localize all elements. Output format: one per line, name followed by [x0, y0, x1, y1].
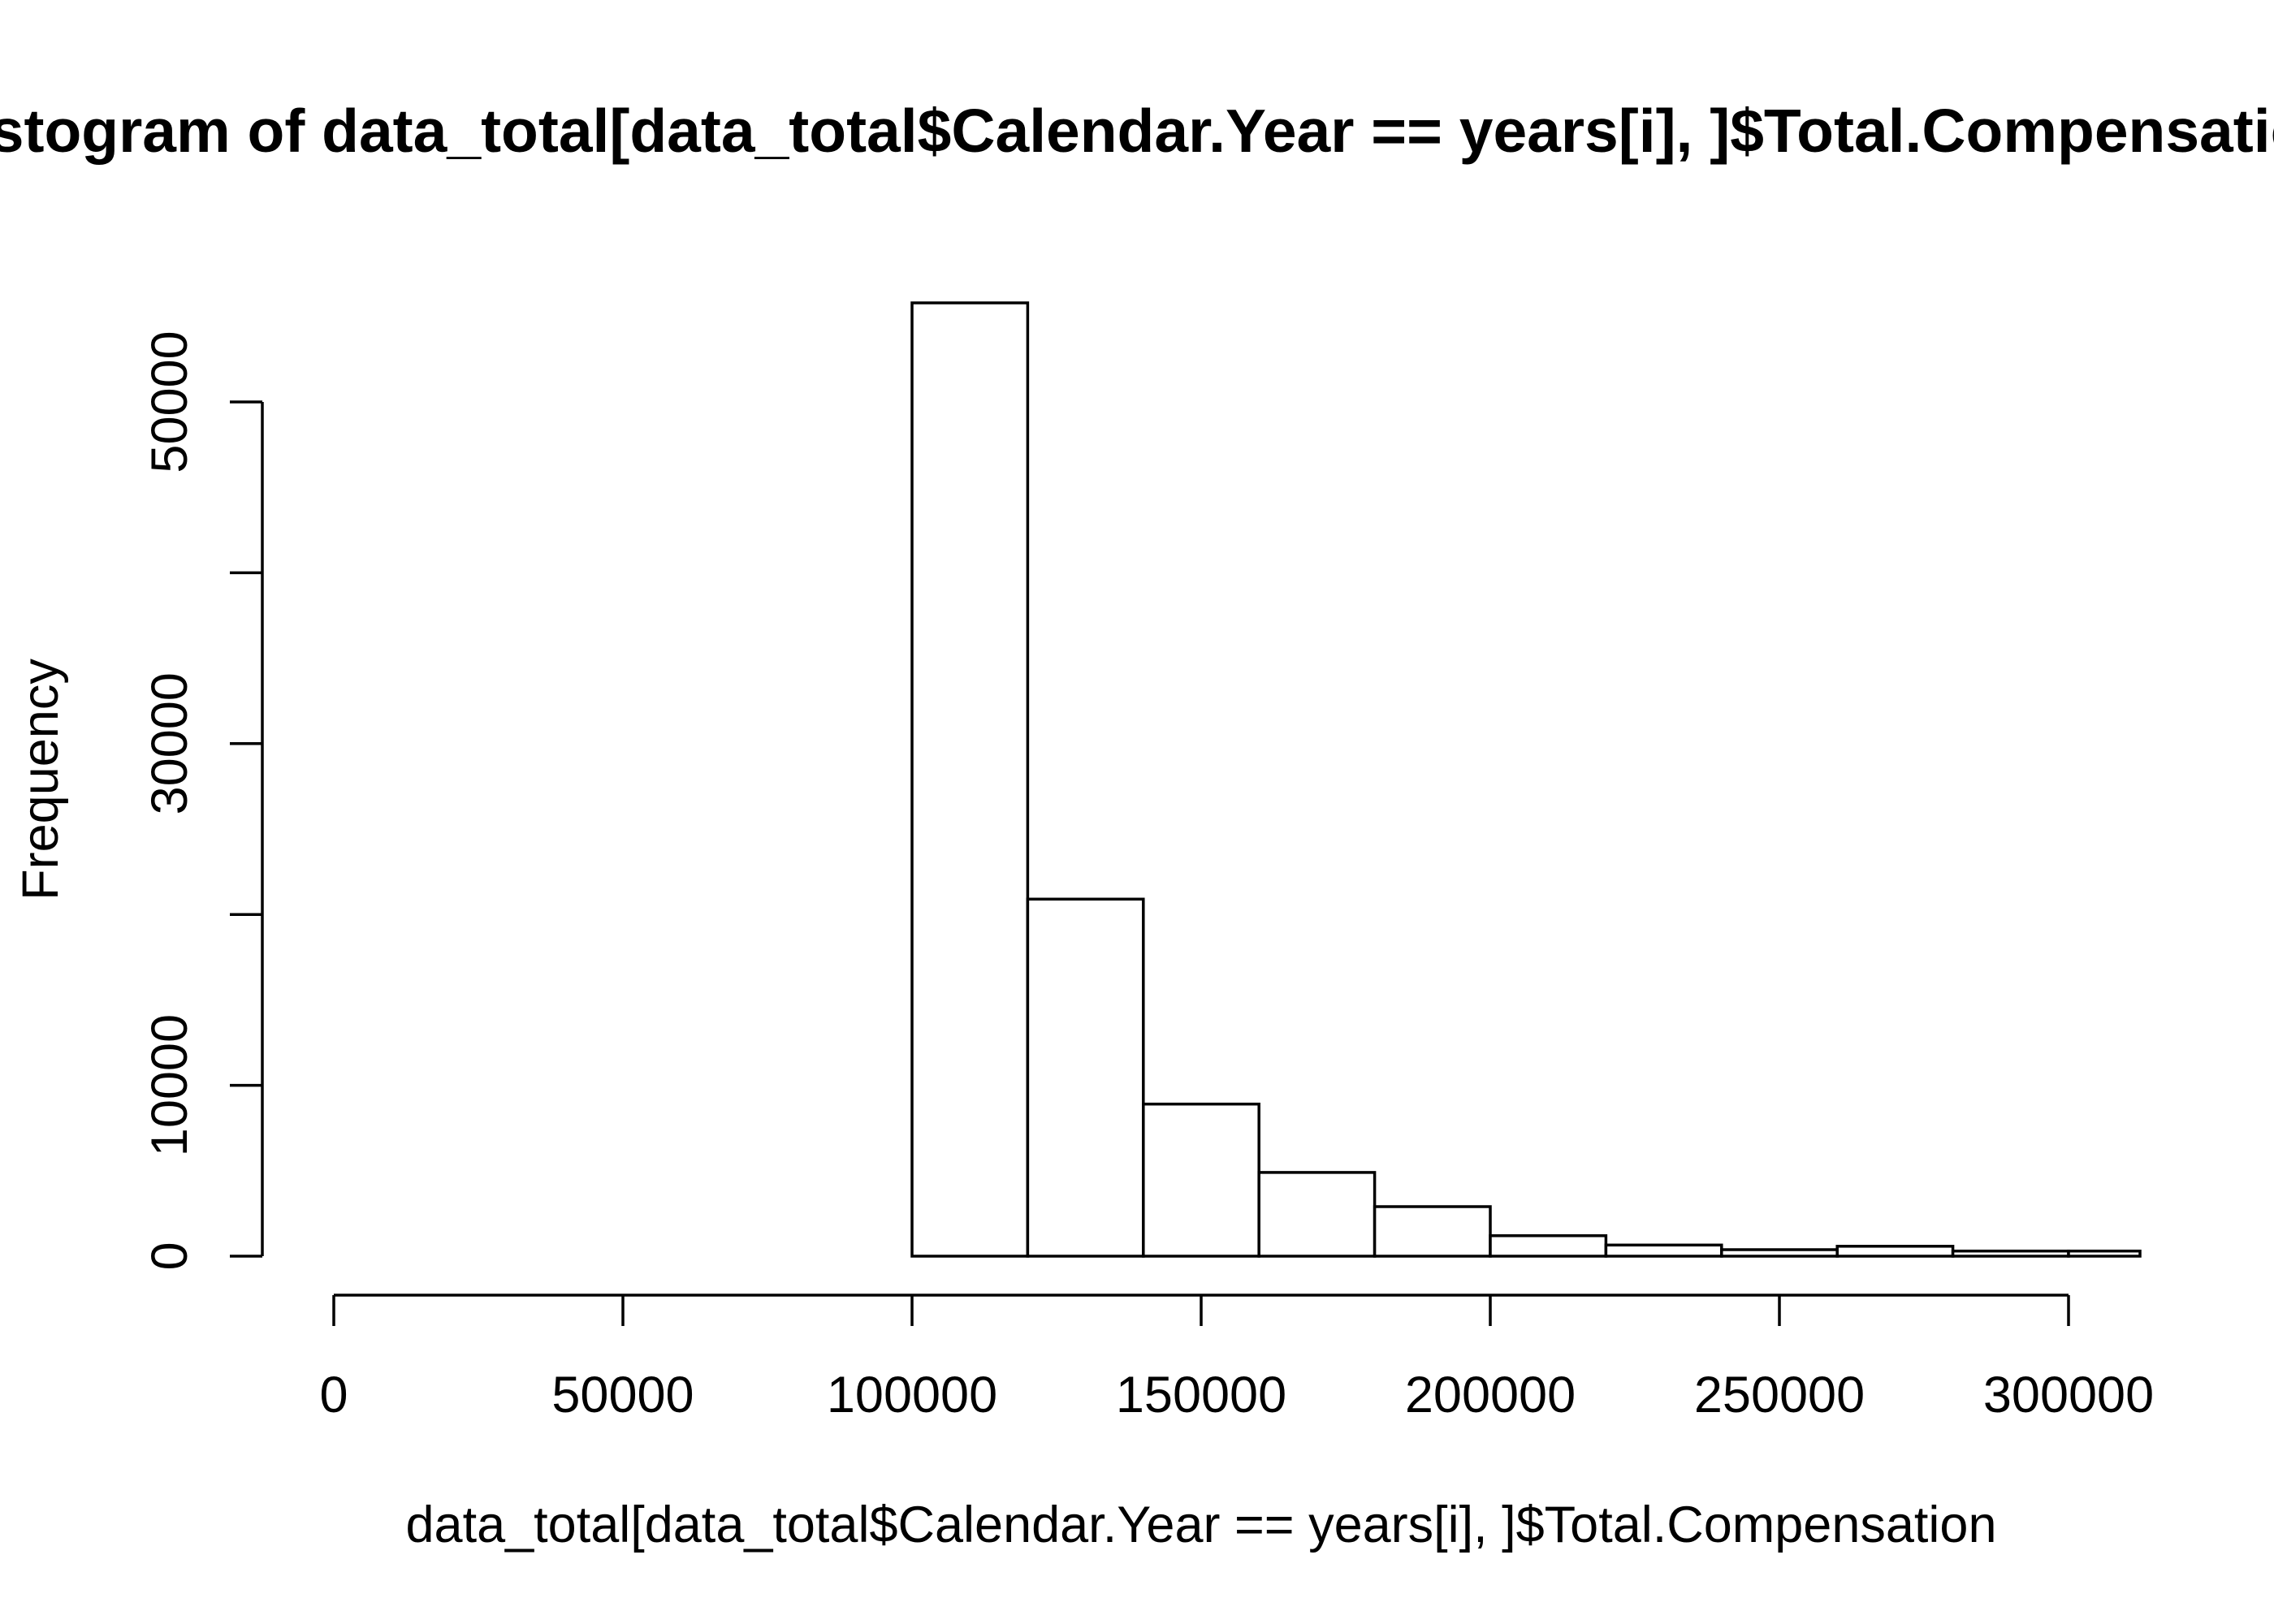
- histogram-bar-1: [1026, 897, 1145, 1258]
- x-tick-label: 0: [319, 1367, 348, 1423]
- x-tick-label: 200000: [1405, 1367, 1576, 1423]
- histogram-bar-9: [1951, 1249, 2070, 1258]
- histogram-bar-5: [1489, 1234, 1608, 1258]
- x-axis: 0 50000 100000 150000 200000 250000 300000: [319, 1294, 2154, 1423]
- x-tick-label: 50000: [551, 1367, 694, 1423]
- histogram-bar-8: [1835, 1245, 1955, 1258]
- y-axis: 0 10000 30000 50000: [141, 330, 264, 1271]
- histogram-bar-0: [910, 301, 1030, 1258]
- y-tick-label: 30000: [141, 672, 198, 814]
- histogram-bar-3: [1257, 1171, 1377, 1258]
- x-tick-label: 150000: [1116, 1367, 1286, 1423]
- chart-title: Histogram of data_total[data_total$Calen…: [0, 97, 2274, 165]
- y-axis-label: Frequency: [12, 659, 69, 901]
- histogram-bar-6: [1604, 1243, 1723, 1258]
- histogram-bar-4: [1373, 1205, 1492, 1258]
- y-tick-label: 50000: [141, 330, 198, 473]
- histogram-bar-2: [1142, 1102, 1260, 1258]
- x-tick-label: 250000: [1694, 1367, 1865, 1423]
- y-tick-label: 0: [141, 1242, 198, 1270]
- histogram-bar-10: [2067, 1249, 2142, 1258]
- x-tick-label: 300000: [1983, 1367, 2154, 1423]
- histogram-bars: [910, 301, 2142, 1258]
- x-axis-label: data_total[data_total$Calendar.Year == y…: [406, 1497, 1997, 1553]
- y-tick-label: 10000: [141, 1014, 198, 1156]
- histogram-bar-7: [1720, 1248, 1839, 1258]
- x-tick-label: 100000: [827, 1367, 997, 1423]
